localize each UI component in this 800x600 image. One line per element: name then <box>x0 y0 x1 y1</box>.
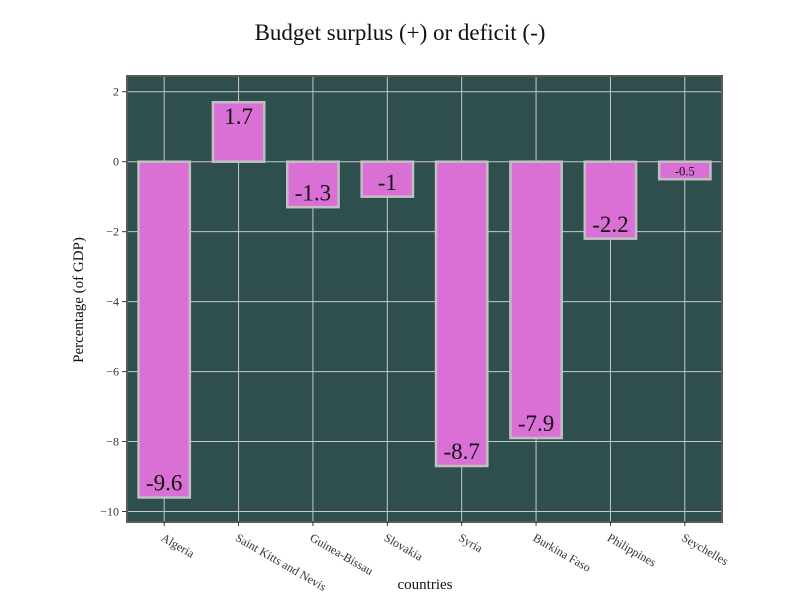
y-tick-label: −10 <box>100 505 119 519</box>
x-tick-label: Seychelles <box>679 530 731 568</box>
data-label: -9.6 <box>146 471 182 496</box>
bar-syria <box>434 160 489 468</box>
bar-algeria <box>137 160 192 499</box>
plot-frame <box>126 75 723 523</box>
y-tick-label: −6 <box>106 365 119 379</box>
y-axis-label: Percentage (of GDP) <box>71 237 87 363</box>
y-tick-label: −4 <box>106 295 119 309</box>
bar-slovakia <box>360 160 415 198</box>
bar-guinea-bissau <box>286 160 340 209</box>
data-label: -8.7 <box>443 439 479 464</box>
data-label: 1.7 <box>224 104 253 129</box>
x-tick-label: Syria <box>456 530 486 555</box>
data-label: -1.3 <box>295 180 331 205</box>
x-tick-label: Philippines <box>605 530 659 569</box>
x-axis-label: countries <box>398 577 453 593</box>
x-tick-label: Burkina Faso <box>531 530 594 574</box>
x-tick-label: Algeria <box>159 530 198 560</box>
data-label: -0.5 <box>675 164 695 178</box>
y-tick-label: 0 <box>113 155 119 169</box>
data-label: -7.9 <box>518 411 554 436</box>
plot-area: 2 0 −2 −4 −6 −8 −10 -9.6 1.7 -1.3 -1 -8.7 -7.9 -2.2 -0… <box>100 75 731 594</box>
chart-title: Budget surplus (+) or deficit (-) <box>255 20 546 45</box>
x-tick-label: Slovakia <box>382 530 426 563</box>
y-tick-label: −8 <box>106 435 119 449</box>
y-tick-label: −2 <box>106 225 119 239</box>
y-tick-label: 2 <box>113 85 119 99</box>
bar-burkina-faso <box>509 160 563 440</box>
data-label: -1 <box>378 170 397 195</box>
data-label: -2.2 <box>592 212 628 237</box>
bar-philippines <box>583 160 638 240</box>
bar-seychelles <box>657 160 712 181</box>
x-tick-label: Guinea-Bissau <box>307 530 375 577</box>
bar-saint-kitts-and-nevis <box>211 100 266 163</box>
